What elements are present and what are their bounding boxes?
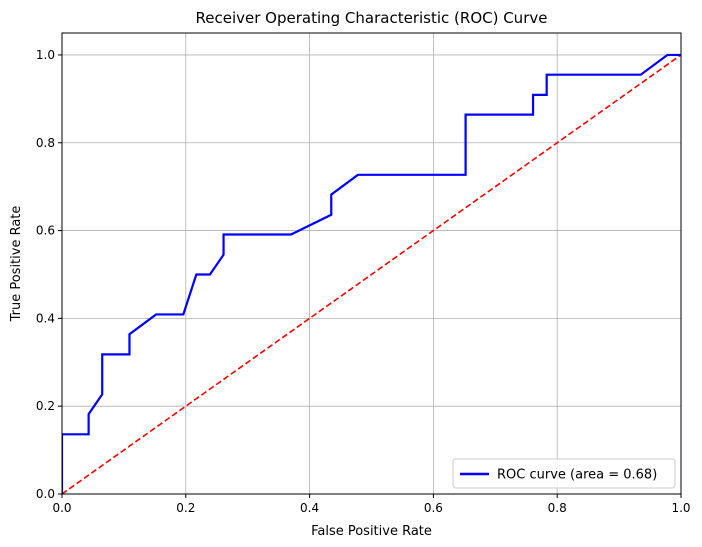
chance-diagonal-line [62, 54, 681, 494]
y-tick-label: 1.0 [36, 48, 55, 62]
legend-label-roc: ROC curve (area = 0.68) [497, 468, 657, 483]
x-axis-title: False Positive Rate [311, 524, 432, 539]
roc-curve-line [62, 53, 681, 494]
x-tick-label: 0.4 [300, 501, 319, 515]
x-tick-label: 0.0 [52, 501, 71, 515]
legend: ROC curve (area = 0.68) [452, 458, 676, 489]
legend-box [452, 458, 676, 489]
x-tick-label: 0.8 [548, 501, 567, 515]
y-tick-label: 0.4 [36, 311, 55, 325]
series-layer [62, 53, 681, 494]
chart-title: Receiver Operating Characteristic (ROC) … [196, 9, 548, 27]
x-tick-label: 0.6 [424, 501, 443, 515]
x-tick-label: 1.0 [671, 501, 690, 515]
y-tick-label: 0.6 [36, 224, 55, 238]
plot-frame [61, 32, 682, 495]
x-tick-label: 0.2 [176, 501, 195, 515]
plot-area [62, 33, 681, 494]
y-tick-label: 0.2 [36, 399, 55, 413]
y-axis-title: True Positive Rate [9, 206, 24, 323]
grid-lines [61, 33, 682, 495]
x-ticks: 0.0 0.2 0.4 0.6 0.8 1.0 [52, 494, 691, 515]
y-tick-label: 0.0 [36, 487, 55, 501]
y-ticks: 0.0 0.2 0.4 0.6 0.8 1.0 [36, 48, 62, 501]
y-tick-label: 0.8 [36, 136, 55, 150]
